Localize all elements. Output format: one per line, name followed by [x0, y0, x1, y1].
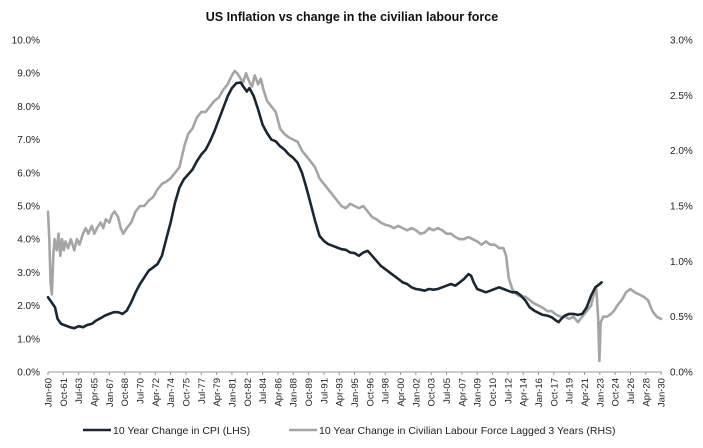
x-axis-tick-label: Oct-89 [304, 378, 315, 407]
legend-label-labour-force: 10 Year Change in Civilian Labour Force … [319, 425, 616, 437]
x-axis-tick-label: Jan-88 [289, 378, 300, 407]
x-axis-tick-label: Jul-77 [197, 378, 208, 404]
x-axis-tick-label: Apr-93 [335, 378, 346, 407]
left-axis-ticks: 0.0% 1.0% 2.0% 3.0% 4.0% 5.0% 6.0% 7.0% 8.0% 9.0%… [12, 36, 40, 379]
right-axis-tick-label: 2.5% [670, 91, 693, 102]
chart-title: US Inflation vs change in the civilian l… [206, 10, 498, 24]
legend-label-cpi: 10 Year Change in CPI (LHS) [113, 425, 250, 437]
legend: 10 Year Change in CPI (LHS) 10 Year Chan… [83, 425, 616, 437]
x-axis-tick-label: Oct-68 [120, 378, 131, 407]
left-axis-tick-label: 5.0% [17, 202, 40, 213]
x-axis-tick-label: Apr-00 [396, 378, 407, 407]
x-axis-tick-label: Jan-23 [595, 378, 606, 407]
x-axis-tick-label: Jul-70 [135, 378, 146, 404]
x-axis-tick-label: Apr-72 [151, 378, 162, 407]
series-line-labour-force [46, 69, 663, 363]
x-axis-tick-label: Oct-17 [549, 378, 560, 407]
x-axis-tick-label: Oct-82 [243, 378, 254, 407]
left-axis-tick-label: 7.0% [17, 135, 40, 146]
x-axis-tick-label: Apr-28 [641, 378, 652, 407]
series-line-cpi [46, 81, 603, 330]
x-axis-tick-label: Apr-79 [212, 378, 223, 407]
x-axis-tick-label: Jul-05 [442, 378, 453, 404]
x-axis-tick-label: Oct-10 [488, 378, 499, 407]
x-axis-tick-label: Jul-91 [319, 378, 330, 404]
x-axis-tick-label: Jul-12 [503, 378, 514, 404]
left-axis-tick-label: 9.0% [17, 69, 40, 80]
x-axis-tick-label: Oct-24 [611, 378, 622, 407]
left-axis-tick-label: 4.0% [17, 235, 40, 246]
x-axis-tick-label: Apr-07 [457, 378, 468, 407]
x-axis-tick-label: Jan-74 [166, 378, 177, 407]
x-axis-tick-label: Apr-65 [89, 378, 100, 407]
x-axis-tick-label: Jan-60 [44, 378, 55, 407]
right-axis-tick-label: 0.0% [670, 368, 693, 379]
left-axis-tick-label: 3.0% [17, 268, 40, 279]
x-axis-ticks: Jan-60 Oct-61 Jul-63 Apr-65 Jan-67 Oct-68 Jul-… [44, 372, 668, 407]
right-axis-tick-label: 0.5% [670, 312, 693, 323]
right-axis-tick-label: 3.0% [670, 36, 693, 47]
x-axis-tick-label: Jan-16 [534, 378, 545, 407]
x-axis-tick-label: Jan-02 [411, 378, 422, 407]
left-axis-tick-label: 8.0% [17, 102, 40, 113]
right-axis-tick-label: 1.5% [670, 202, 693, 213]
x-axis-tick-label: Oct-03 [427, 378, 438, 407]
x-axis-tick-label: Jan-30 [657, 378, 668, 407]
x-axis-tick-label: Oct-61 [59, 378, 70, 407]
right-axis-ticks: 0.0% 0.5% 1.0% 1.5% 2.0% 2.5% 3.0% [670, 36, 693, 379]
left-axis-tick-label: 1.0% [17, 334, 40, 345]
x-axis-tick-label: Jan-95 [350, 378, 361, 407]
right-axis-tick-label: 1.0% [670, 257, 693, 268]
x-axis-tick-label: Jul-26 [626, 378, 637, 404]
left-axis-tick-label: 6.0% [17, 168, 40, 179]
x-axis-tick-label: Jan-09 [473, 378, 484, 407]
x-axis-tick-label: Apr-86 [273, 378, 284, 407]
x-axis-tick-label: Jul-98 [381, 378, 392, 404]
x-axis-tick-label: Jan-81 [227, 378, 238, 407]
x-axis-tick-label: Oct-96 [365, 378, 376, 407]
x-axis-tick-label: Jan-67 [105, 378, 116, 407]
left-axis-tick-label: 10.0% [12, 36, 40, 47]
right-axis-tick-label: 2.0% [670, 146, 693, 157]
series-layer [46, 69, 663, 363]
x-axis-tick-label: Jul-84 [258, 378, 269, 404]
x-axis-tick-label: Apr-14 [519, 378, 530, 407]
x-axis-tick-label: Jul-19 [565, 378, 576, 404]
left-axis-tick-label: 0.0% [17, 368, 40, 379]
x-axis-tick-label: Oct-75 [181, 378, 192, 407]
left-axis-tick-label: 2.0% [17, 301, 40, 312]
x-axis-tick-label: Apr-21 [580, 378, 591, 407]
x-axis-tick-label: Jul-63 [74, 378, 85, 404]
